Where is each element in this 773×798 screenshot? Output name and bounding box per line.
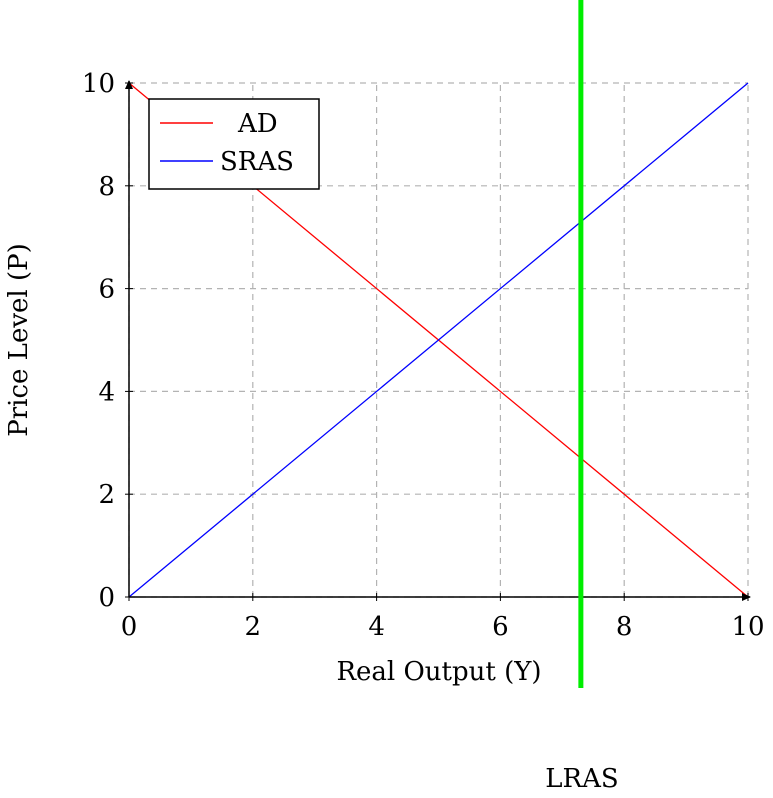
x-tick-label: 2 [245, 612, 262, 642]
x-axis-label: Real Output (Y) [336, 657, 541, 687]
y-tick-label: 4 [98, 377, 115, 407]
legend-label-ad: AD [237, 109, 278, 139]
y-tick-label: 6 [98, 275, 115, 305]
x-tick-label: 0 [121, 612, 138, 642]
y-tick-label: 2 [98, 480, 115, 510]
y-tick-label: 10 [82, 69, 115, 99]
x-tick-label: 10 [731, 612, 764, 642]
y-axis-label: Price Level (P) [4, 243, 34, 437]
legend: AD SRAS [148, 98, 320, 190]
legend-label-sras: SRAS [220, 147, 294, 177]
x-tick-label: 6 [492, 612, 509, 642]
legend-box [148, 98, 320, 190]
y-tick-label: 8 [98, 172, 115, 202]
lras-label: LRAS [545, 764, 618, 794]
y-tick-label: 0 [98, 583, 115, 613]
axes [125, 80, 751, 601]
ticks: 0 2 4 6 8 10 0 2 4 6 8 10 [82, 69, 765, 642]
series-line-sras [128, 82, 749, 598]
x-tick-label: 8 [616, 612, 633, 642]
x-tick-label: 4 [368, 612, 385, 642]
